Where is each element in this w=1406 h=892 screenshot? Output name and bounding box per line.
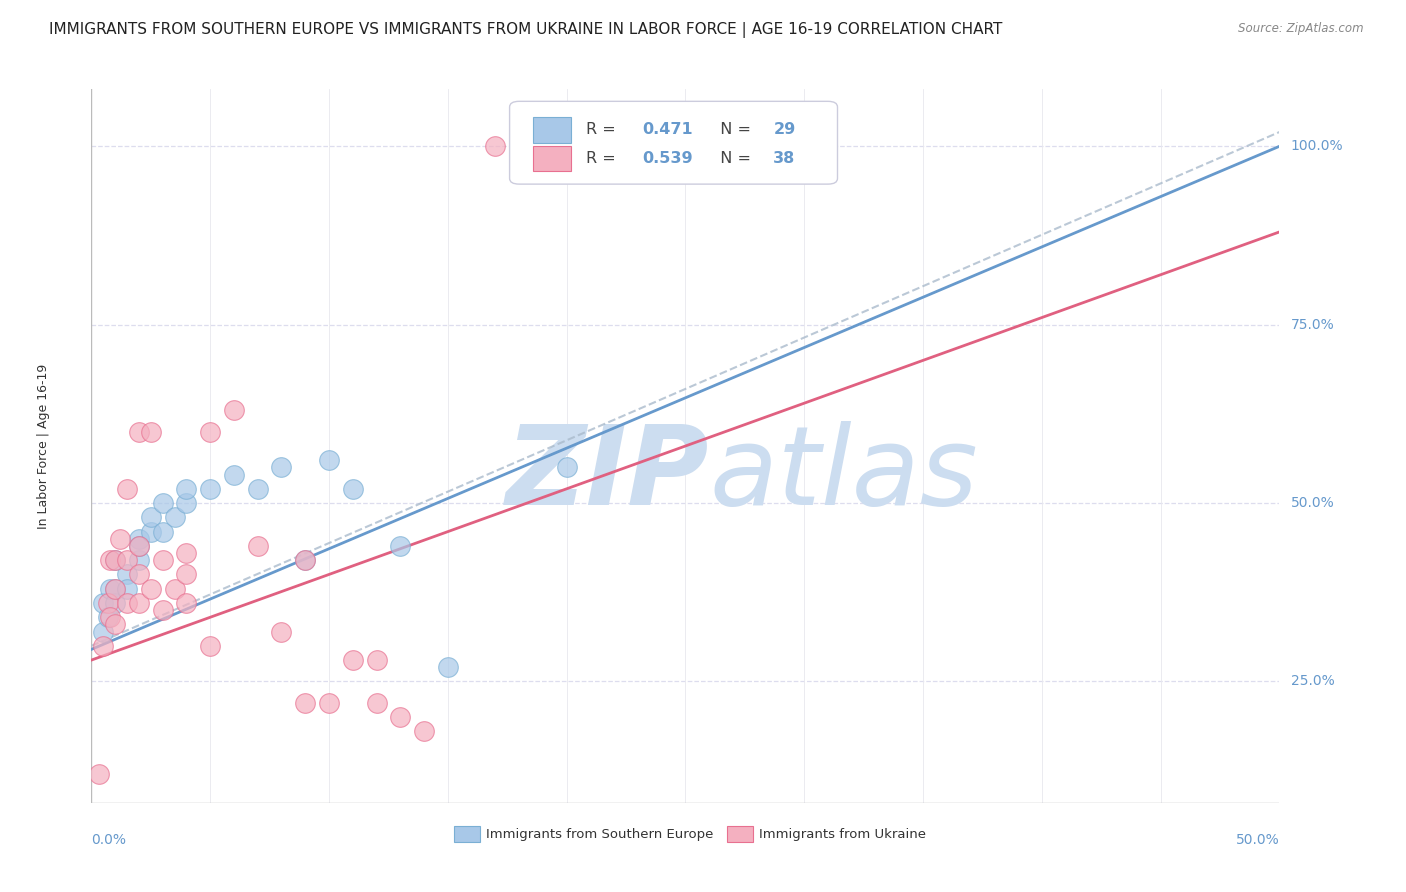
Point — [128, 567, 150, 582]
FancyBboxPatch shape — [509, 102, 838, 184]
Text: 100.0%: 100.0% — [1291, 139, 1343, 153]
Point — [104, 553, 127, 567]
FancyBboxPatch shape — [533, 117, 571, 143]
Point — [128, 425, 150, 439]
Point — [200, 425, 222, 439]
Point — [176, 496, 198, 510]
Text: ZIP: ZIP — [506, 421, 709, 528]
Point — [200, 482, 222, 496]
Text: R =: R = — [586, 151, 620, 166]
Point — [97, 596, 120, 610]
Text: 75.0%: 75.0% — [1291, 318, 1334, 332]
Point — [294, 553, 316, 567]
Point — [246, 482, 269, 496]
Point — [100, 582, 122, 596]
Point — [91, 596, 114, 610]
FancyBboxPatch shape — [727, 826, 754, 842]
Point — [115, 596, 138, 610]
Point — [104, 582, 127, 596]
Point — [139, 582, 162, 596]
Point — [366, 696, 388, 710]
Point — [115, 567, 138, 582]
Point — [163, 582, 186, 596]
Point — [270, 624, 292, 639]
Point — [100, 610, 122, 624]
Point — [436, 660, 458, 674]
Point — [163, 510, 186, 524]
Point — [104, 617, 127, 632]
Text: Source: ZipAtlas.com: Source: ZipAtlas.com — [1239, 22, 1364, 36]
Point — [91, 624, 114, 639]
Point — [246, 539, 269, 553]
Point — [100, 553, 122, 567]
Point — [152, 524, 174, 539]
Text: N =: N = — [710, 151, 756, 166]
Point — [389, 539, 412, 553]
Point — [139, 425, 162, 439]
Point — [152, 496, 174, 510]
Text: N =: N = — [710, 122, 756, 137]
Text: 29: 29 — [773, 122, 796, 137]
Text: 38: 38 — [773, 151, 796, 166]
Point — [128, 553, 150, 567]
Point — [104, 553, 127, 567]
Point — [128, 532, 150, 546]
Point — [200, 639, 222, 653]
Point — [222, 403, 245, 417]
FancyBboxPatch shape — [454, 826, 479, 842]
Point — [115, 553, 138, 567]
Point — [342, 482, 364, 496]
Point — [139, 510, 162, 524]
Text: 0.539: 0.539 — [643, 151, 693, 166]
Point — [115, 582, 138, 596]
Point — [176, 546, 198, 560]
Point — [294, 553, 316, 567]
Point — [152, 603, 174, 617]
Point — [108, 532, 131, 546]
Point — [87, 767, 110, 781]
Point — [128, 539, 150, 553]
FancyBboxPatch shape — [533, 145, 571, 171]
Point — [139, 524, 162, 539]
Text: 50.0%: 50.0% — [1236, 833, 1279, 847]
Point — [128, 539, 150, 553]
Point — [294, 696, 316, 710]
Point — [128, 596, 150, 610]
Point — [104, 596, 127, 610]
Text: IMMIGRANTS FROM SOUTHERN EUROPE VS IMMIGRANTS FROM UKRAINE IN LABOR FORCE | AGE : IMMIGRANTS FROM SOUTHERN EUROPE VS IMMIG… — [49, 22, 1002, 38]
Point — [413, 724, 436, 739]
Point — [176, 482, 198, 496]
Point — [389, 710, 412, 724]
Text: 0.0%: 0.0% — [91, 833, 127, 847]
Point — [555, 460, 578, 475]
Text: atlas: atlas — [709, 421, 977, 528]
Point — [270, 460, 292, 475]
Point — [318, 453, 340, 467]
Point — [318, 696, 340, 710]
Text: Immigrants from Southern Europe: Immigrants from Southern Europe — [486, 828, 713, 840]
Text: 25.0%: 25.0% — [1291, 674, 1334, 689]
Text: 0.471: 0.471 — [643, 122, 693, 137]
Text: 50.0%: 50.0% — [1291, 496, 1334, 510]
Text: R =: R = — [586, 122, 620, 137]
Point — [97, 610, 120, 624]
Point — [152, 553, 174, 567]
Point — [115, 482, 138, 496]
Point — [104, 582, 127, 596]
Point — [176, 567, 198, 582]
Point — [484, 139, 506, 153]
Point — [342, 653, 364, 667]
Point — [91, 639, 114, 653]
Text: In Labor Force | Age 16-19: In Labor Force | Age 16-19 — [37, 363, 49, 529]
Point — [366, 653, 388, 667]
Point — [222, 467, 245, 482]
Point — [176, 596, 198, 610]
Text: Immigrants from Ukraine: Immigrants from Ukraine — [759, 828, 927, 840]
